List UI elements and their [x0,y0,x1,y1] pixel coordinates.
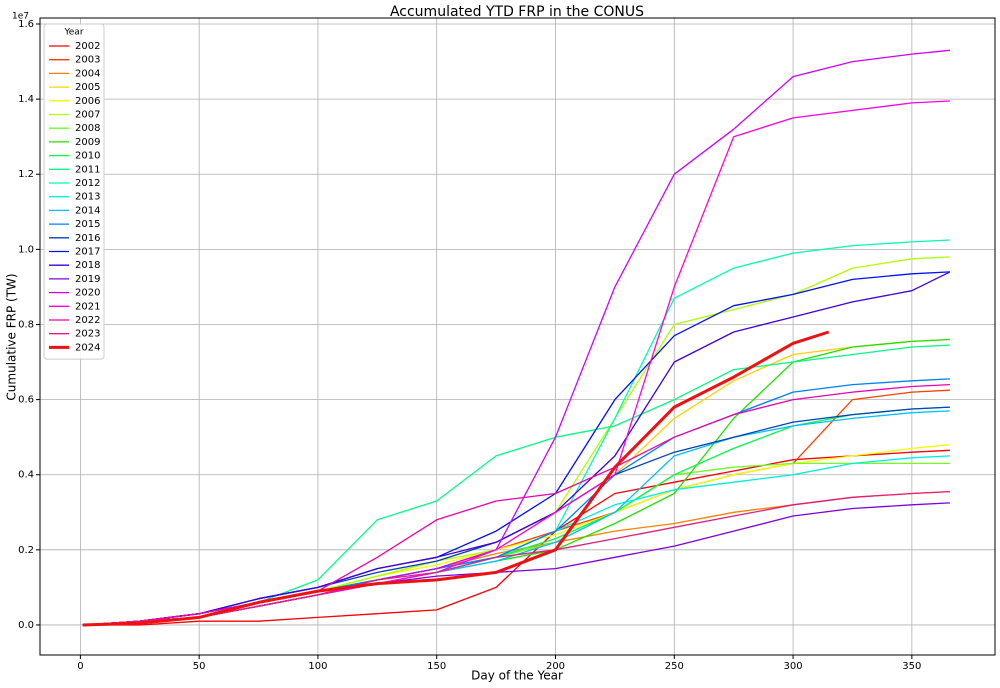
legend-label: 2018 [75,260,100,271]
y-offset-label: 1e7 [12,12,29,22]
plot-frame [39,17,996,656]
series-line [82,449,950,626]
legend-label: 2002 [75,41,100,52]
series-line [82,100,950,626]
legend-box [43,23,105,360]
x-tick-label: 300 [784,661,803,672]
x-tick-label: 0 [77,661,83,672]
y-tick-label: 0.6 [18,395,34,406]
x-tick-label: 50 [193,661,206,672]
y-tick-label: 1.0 [18,244,34,255]
series-line [82,271,951,626]
x-axis-label: Day of the Year [471,669,563,683]
x-tick-label: 100 [308,661,327,672]
x-tick-label: 150 [427,661,446,672]
chart-title: Accumulated YTD FRP in the CONUS [390,4,644,20]
legend-label: 2022 [75,315,100,326]
x-tick-label: 200 [546,661,565,672]
legend-label: 2017 [75,247,100,258]
legend-label: 2024 [75,342,100,353]
legend-label: 2020 [75,288,100,299]
series-line [82,338,950,626]
series-line [82,239,950,626]
series-line [82,455,950,626]
legend-label: 2014 [75,205,100,216]
series-line [82,406,950,626]
y-tick-label: 0.0 [18,620,34,631]
y-tick-label: 1.6 [18,19,34,30]
series-line [82,344,950,626]
legend-label: 2003 [75,55,100,66]
series-line [82,330,830,627]
x-tick-label: 350 [902,661,921,672]
series-line [82,389,950,626]
y-tick-label: 1.4 [18,94,34,105]
legend-label: 2007 [75,110,100,121]
series-line [82,49,950,626]
legend-label: 2023 [75,329,100,340]
series-line [82,490,950,626]
legend-label: 2010 [75,151,100,162]
legend-label: 2011 [75,164,100,175]
legend-label: 2008 [75,123,100,134]
legend-label: 2005 [75,82,100,93]
y-tick-label: 0.4 [18,470,34,481]
y-tick-label: 0.2 [18,545,34,556]
series-line [82,444,950,626]
legend-label: 2013 [75,192,100,203]
legend-title: Year [63,28,83,38]
legend-label: 2021 [75,301,100,312]
legend-label: 2015 [75,219,100,230]
legend-label: 2012 [75,178,100,189]
series-line [82,383,950,626]
x-tick-label: 250 [665,661,684,672]
legend-label: 2016 [75,233,100,244]
legend-label: 2004 [75,68,100,79]
y-axis-label: Cumulative FRP (TW) [5,273,19,400]
series-line [82,256,950,626]
series-line [82,338,950,626]
legend-label: 2009 [75,137,100,148]
legend-label: 2006 [75,96,100,107]
legend-label: 2019 [75,274,100,285]
series-line [82,406,950,626]
y-tick-label: 0.8 [18,319,34,330]
y-tick-label: 1.2 [18,169,34,180]
